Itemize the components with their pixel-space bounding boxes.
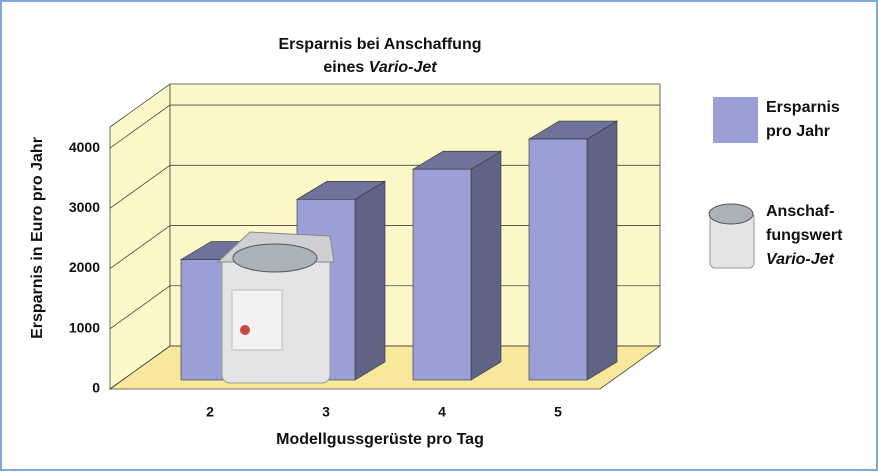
title-italic: Vario-Jet xyxy=(369,59,438,76)
bar-side xyxy=(471,151,501,380)
y-tick-label: 1000 xyxy=(69,319,100,335)
machine-image xyxy=(218,232,334,383)
x-tick-label: 3 xyxy=(322,404,330,420)
bar-side xyxy=(355,181,385,380)
legend-label: Anschaf- xyxy=(766,203,834,220)
chart-title-line2: eines Vario-Jet xyxy=(323,59,437,76)
x-axis-label: Modellgussgerüste pro Tag xyxy=(276,431,484,448)
legend-image xyxy=(709,204,754,268)
chart-title: Ersparnis bei Anschaffung xyxy=(279,36,482,53)
legend-label: fungswert xyxy=(766,227,843,244)
y-tick-label: 4000 xyxy=(69,139,100,155)
legend-label: Ersparnis xyxy=(766,99,840,116)
left-wall xyxy=(110,84,170,389)
x-tick-label: 5 xyxy=(554,404,562,420)
legend-label: pro Jahr xyxy=(766,123,830,140)
legend-swatch xyxy=(713,97,758,143)
x-tick-label: 4 xyxy=(438,404,446,420)
x-tick-label: 2 xyxy=(206,404,214,420)
machine-panel xyxy=(232,290,282,350)
title-word: eines xyxy=(323,59,364,76)
y-tick-label: 3000 xyxy=(69,199,100,215)
legend-label: Vario-Jet xyxy=(766,251,835,268)
y-tick-label: 0 xyxy=(92,380,100,396)
y-tick-label: 2000 xyxy=(69,259,100,275)
machine-lid xyxy=(233,244,317,272)
bar xyxy=(413,169,471,380)
chart: Ersparnis bei Anschaffung eines Vario-Je… xyxy=(0,0,878,471)
machine-button xyxy=(240,325,250,335)
bar xyxy=(529,139,587,380)
y-axis-label: Ersparnis in Euro pro Jahr xyxy=(29,137,46,339)
bar-side xyxy=(587,121,617,380)
